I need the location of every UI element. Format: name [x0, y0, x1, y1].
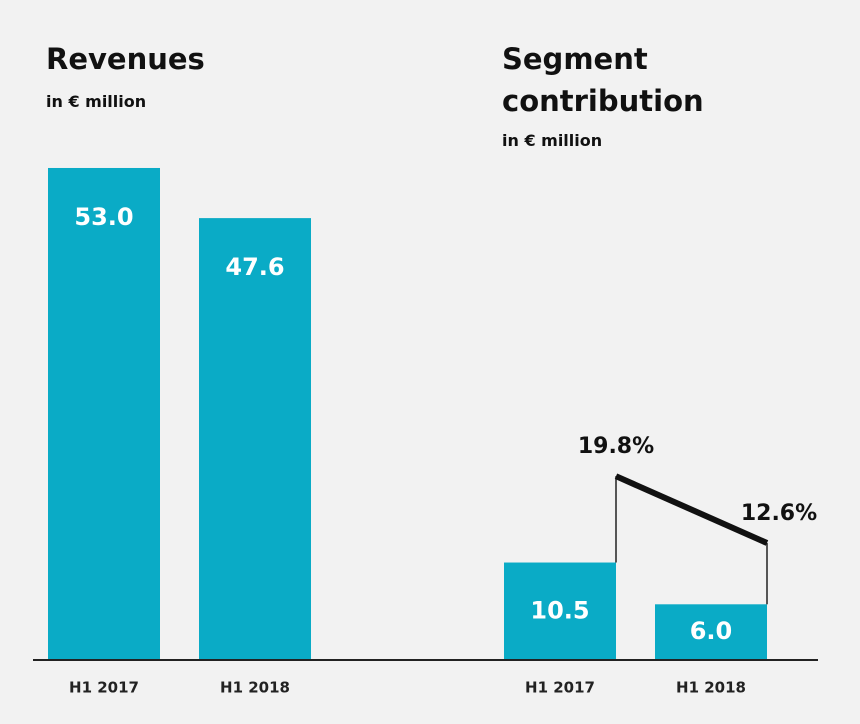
bar: [504, 562, 616, 660]
x-tick-label: H1 2018: [220, 679, 290, 697]
bar: [48, 167, 160, 660]
chart-subtitle: in € million: [46, 92, 147, 111]
value-label: 53.0: [74, 203, 133, 231]
chart-subtitle: in € million: [502, 131, 603, 150]
x-tick-label: H1 2018: [676, 679, 746, 697]
value-label: 6.0: [690, 617, 733, 645]
bar: [199, 218, 311, 660]
x-tick-label: H1 2017: [69, 679, 139, 697]
value-label: 10.5: [530, 596, 589, 624]
x-tick-label: H1 2017: [525, 679, 595, 697]
chart-title: Revenues: [46, 42, 205, 76]
value-label: 47.6: [225, 253, 284, 281]
bar: [655, 604, 767, 660]
margin-label: 19.8%: [578, 434, 654, 459]
margin-label: 12.6%: [741, 501, 817, 526]
margin-line: [614, 473, 769, 546]
chart-title: Segment contribution: [502, 42, 704, 118]
